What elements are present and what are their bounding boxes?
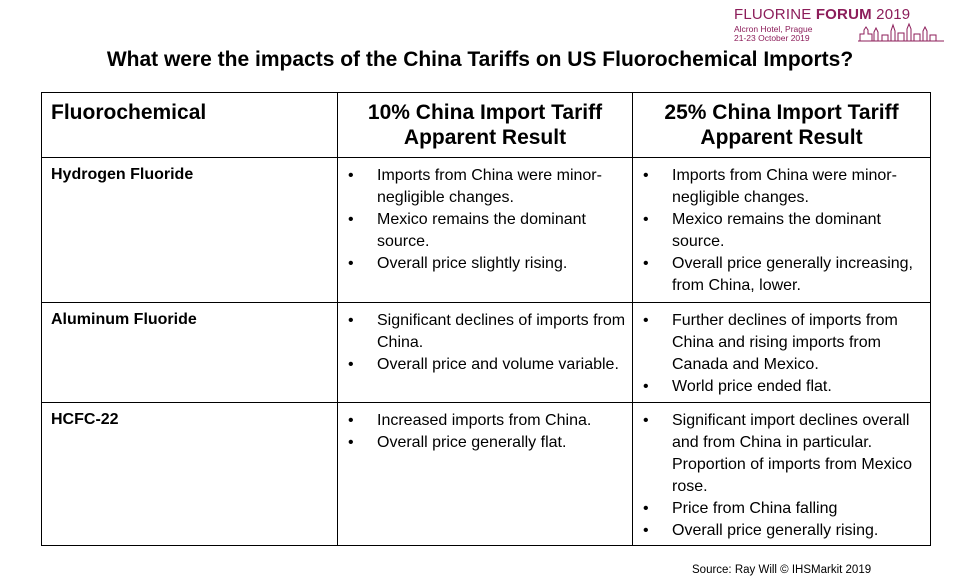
table-header-row: Fluorochemical 10% China Import Tariff A… <box>41 92 931 158</box>
bullet-marker: • <box>643 167 649 184</box>
bullet-list: • Further declines of imports from China … <box>633 303 930 398</box>
logo-title-year: 2019 <box>871 6 911 23</box>
logo-title-part-1: FLUORINE <box>734 6 816 23</box>
bullet-list: • Significant declines of imports from Ch… <box>338 303 632 376</box>
fluorine-forum-logo: FLUORINE FORUM 2019 Alcron Hotel, Prague… <box>734 6 944 44</box>
cell-25pct: • Further declines of imports from China … <box>632 302 931 403</box>
bullet-marker: • <box>348 434 354 451</box>
bullet-marker: • <box>643 412 649 429</box>
bullet-marker: • <box>348 356 354 373</box>
bullet-marker: • <box>643 378 649 395</box>
bullet-item: • Overall price and volume variable. <box>338 354 628 376</box>
bullet-item: • World price ended flat. <box>633 376 926 398</box>
bullet-item: • Imports from China were minor-negligibl… <box>633 165 926 209</box>
logo-dates: 21-23 October 2019 <box>734 33 810 43</box>
bullet-text: Overall price generally rising. <box>672 522 879 539</box>
prague-skyline-icon <box>858 22 944 42</box>
bullet-item: • Mexico remains the dominant source. <box>338 209 628 253</box>
bullet-text: Price from China falling <box>672 500 838 517</box>
bullet-marker: • <box>643 500 649 517</box>
logo-title-bold: FORUM <box>815 6 872 23</box>
cell-10pct: • Imports from China were minor-negligibl… <box>337 157 633 303</box>
bullet-list: • Increased imports from China. • Overall … <box>338 403 632 454</box>
bullet-item: • Significant declines of imports from Ch… <box>338 310 628 354</box>
bullet-list: • Imports from China were minor-negligibl… <box>633 158 930 297</box>
bullet-item: • Overall price generally rising. <box>633 520 926 542</box>
bullet-item: • Imports from China were minor-negligibl… <box>338 165 628 209</box>
slide-title: What were the impacts of the China Tarif… <box>106 48 854 71</box>
table-row-hcfc-22: HCFC-22 • Increased imports from China. •… <box>41 402 931 546</box>
bullet-marker: • <box>643 522 649 539</box>
bullet-text: Significant declines of imports from Chi… <box>377 312 626 351</box>
bullet-item: • Overall price slightly rising. <box>338 253 628 275</box>
source-note: Source: Ray Will © IHSMarkit 2019 <box>692 564 872 576</box>
bullet-item: • Overall price generally increasing, fro… <box>633 253 926 297</box>
bullet-text: Overall price slightly rising. <box>377 255 568 272</box>
bullet-marker: • <box>348 412 354 429</box>
bullet-text: Mexico remains the dominant source. <box>672 211 881 250</box>
row-name: Aluminum Fluoride <box>41 302 338 403</box>
cell-25pct: • Imports from China were minor-negligibl… <box>632 157 931 303</box>
bullet-marker: • <box>348 255 354 272</box>
bullet-item: • Significant import declines overall and… <box>633 410 926 498</box>
bullet-text: Overall price generally flat. <box>377 434 567 451</box>
bullet-item: • Increased imports from China. <box>338 410 628 432</box>
bullet-marker: • <box>348 312 354 329</box>
logo-title: FLUORINE FORUM 2019 <box>734 6 910 23</box>
header-fluorochemical: Fluorochemical <box>41 92 338 158</box>
bullet-marker: • <box>643 255 649 272</box>
bullet-marker: • <box>643 211 649 228</box>
bullet-text: Further declines of imports from China a… <box>672 312 898 373</box>
cell-10pct: • Increased imports from China. • Overall … <box>337 402 633 546</box>
cell-10pct: • Significant declines of imports from Ch… <box>337 302 633 403</box>
bullet-text: Overall price generally increasing, from… <box>672 255 913 294</box>
bullet-text: Mexico remains the dominant source. <box>377 211 586 250</box>
bullet-text: Imports from China were minor-negligible… <box>377 167 602 206</box>
bullet-text: World price ended flat. <box>672 378 832 395</box>
bullet-text: Overall price and volume variable. <box>377 356 619 373</box>
bullet-marker: • <box>643 312 649 329</box>
table-row-hydrogen-fluoride: Hydrogen Fluoride • Imports from China we… <box>41 157 931 303</box>
bullet-item: • Mexico remains the dominant source. <box>633 209 926 253</box>
row-name: HCFC-22 <box>41 402 338 546</box>
bullet-marker: • <box>348 211 354 228</box>
header-10pct-tariff: 10% China Import Tariff Apparent Result <box>337 92 633 158</box>
logo-venue: Alcron Hotel, Prague <box>734 24 813 34</box>
header-25pct-tariff: 25% China Import Tariff Apparent Result <box>632 92 931 158</box>
bullet-text: Significant import declines overall and … <box>672 412 913 495</box>
bullet-text: Imports from China were minor-negligible… <box>672 167 897 206</box>
row-name: Hydrogen Fluoride <box>41 157 338 303</box>
bullet-marker: • <box>348 167 354 184</box>
cell-25pct: • Significant import declines overall and… <box>632 402 931 546</box>
tariff-impact-table: Fluorochemical 10% China Import Tariff A… <box>41 92 931 546</box>
bullet-item: • Price from China falling <box>633 498 926 520</box>
bullet-list: • Imports from China were minor-negligibl… <box>338 158 632 275</box>
bullet-text: Increased imports from China. <box>377 412 592 429</box>
bullet-item: • Overall price generally flat. <box>338 432 628 454</box>
bullet-list: • Significant import declines overall and… <box>633 403 930 542</box>
table-row-aluminum-fluoride: Aluminum Fluoride • Significant declines … <box>41 302 931 403</box>
bullet-item: • Further declines of imports from China … <box>633 310 926 376</box>
